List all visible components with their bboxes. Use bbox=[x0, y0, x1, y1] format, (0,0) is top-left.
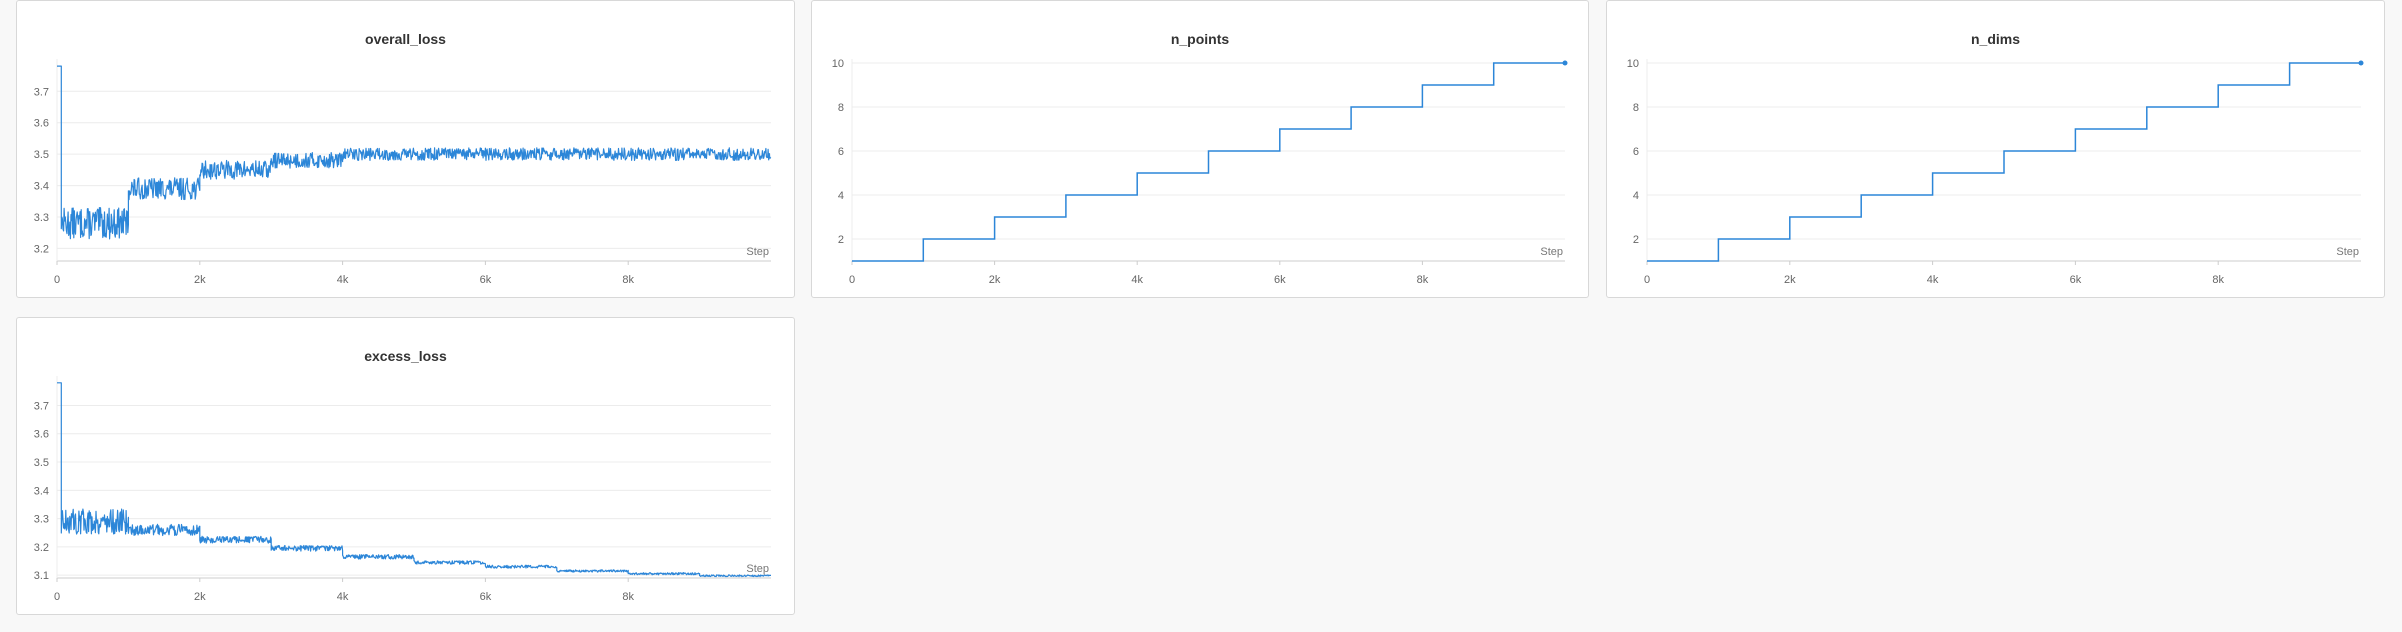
panel-excess-loss[interactable]: excess_loss 3.1 3.2 3.3 3.4 3.5 3.6 3.7 0 2k 4k 6k… bbox=[16, 317, 795, 615]
x-tick-label: 8k bbox=[622, 591, 634, 603]
x-tick-label: 4k bbox=[337, 274, 349, 286]
chart-overall-loss[interactable]: 3.2 3.3 3.4 3.5 3.6 3.7 0 2k 4k 6k 8k Step bbox=[17, 1, 796, 299]
x-axis-label: Step bbox=[746, 246, 769, 258]
y-tick-label: 2 bbox=[1633, 234, 1639, 246]
x-tick-label: 8k bbox=[622, 274, 634, 286]
series-line bbox=[1647, 62, 2361, 262]
panel-n-points[interactable]: n_points 2 4 6 8 10 0 2k 4k 6k 8k Step bbox=[811, 0, 1589, 298]
y-tick-label: 10 bbox=[1627, 58, 1639, 70]
y-tick-label: 3.4 bbox=[34, 485, 49, 497]
y-tick-label: 6 bbox=[838, 146, 844, 158]
series-line bbox=[56, 382, 771, 578]
x-tick-label: 6k bbox=[480, 591, 492, 603]
series-end-point bbox=[2358, 60, 2364, 66]
x-tick-label: 2k bbox=[1784, 274, 1796, 286]
chart-excess-loss[interactable]: 3.1 3.2 3.3 3.4 3.5 3.6 3.7 0 2k 4k 6k 8k Step bbox=[17, 318, 796, 616]
x-tick-label: 6k bbox=[2070, 274, 2082, 286]
series-line bbox=[852, 62, 1565, 262]
y-tick-label: 3.5 bbox=[34, 149, 49, 161]
y-tick-label: 4 bbox=[1633, 190, 1639, 202]
series-end-point bbox=[1562, 60, 1568, 66]
chart-title: n_dims bbox=[1970, 31, 2020, 47]
y-tick-label: 3.2 bbox=[34, 542, 49, 554]
y-tick-label: 3.4 bbox=[34, 181, 49, 193]
chart-title: n_points bbox=[1170, 31, 1230, 47]
x-tick-label: 0 bbox=[1644, 274, 1650, 286]
x-tick-label: 0 bbox=[54, 591, 60, 603]
y-tick-label: 3.3 bbox=[34, 212, 49, 224]
panel-overall-loss[interactable]: overall_loss 3.2 3.3 3.4 3.5 3.6 3.7 0 2k 4k 6k 8k… bbox=[16, 0, 795, 298]
x-axis-label: Step bbox=[2336, 246, 2359, 258]
y-tick-label: 2 bbox=[838, 234, 844, 246]
y-tick-label: 3.2 bbox=[34, 243, 49, 255]
x-axis-label: Step bbox=[746, 563, 769, 575]
x-axis-label: Step bbox=[1540, 246, 1563, 258]
x-tick-label: 8k bbox=[1417, 274, 1429, 286]
panel-n-dims[interactable]: n_dims 2 4 6 8 10 0 2k 4k 6k 8k Step bbox=[1606, 0, 2385, 298]
y-tick-label: 6 bbox=[1633, 146, 1639, 158]
x-tick-label: 6k bbox=[1274, 274, 1286, 286]
x-tick-label: 4k bbox=[1131, 274, 1143, 286]
y-tick-label: 4 bbox=[838, 190, 844, 202]
y-tick-label: 8 bbox=[1633, 102, 1639, 114]
y-tick-label: 3.1 bbox=[34, 570, 49, 582]
y-tick-label: 3.7 bbox=[34, 86, 49, 98]
x-tick-label: 2k bbox=[194, 591, 206, 603]
series-line bbox=[56, 65, 772, 240]
y-tick-label: 3.6 bbox=[34, 118, 49, 130]
x-tick-label: 0 bbox=[54, 274, 60, 286]
y-tick-label: 10 bbox=[832, 58, 844, 70]
y-tick-label: 3.6 bbox=[34, 429, 49, 441]
x-tick-label: 4k bbox=[337, 591, 349, 603]
x-tick-label: 6k bbox=[480, 274, 492, 286]
chart-title: excess_loss bbox=[364, 348, 447, 364]
x-tick-label: 0 bbox=[849, 274, 855, 286]
y-tick-label: 3.7 bbox=[34, 400, 49, 412]
x-tick-label: 4k bbox=[1927, 274, 1939, 286]
x-tick-label: 2k bbox=[989, 274, 1001, 286]
y-tick-label: 3.3 bbox=[34, 514, 49, 526]
x-tick-label: 2k bbox=[194, 274, 206, 286]
x-tick-label: 8k bbox=[2212, 274, 2224, 286]
chart-n-points[interactable]: 2 4 6 8 10 0 2k 4k 6k 8k Step bbox=[812, 1, 1590, 299]
chart-n-dims[interactable]: 2 4 6 8 10 0 2k 4k 6k 8k Step bbox=[1607, 1, 2386, 299]
y-tick-label: 8 bbox=[838, 102, 844, 114]
y-tick-label: 3.5 bbox=[34, 457, 49, 469]
chart-title: overall_loss bbox=[365, 31, 446, 47]
